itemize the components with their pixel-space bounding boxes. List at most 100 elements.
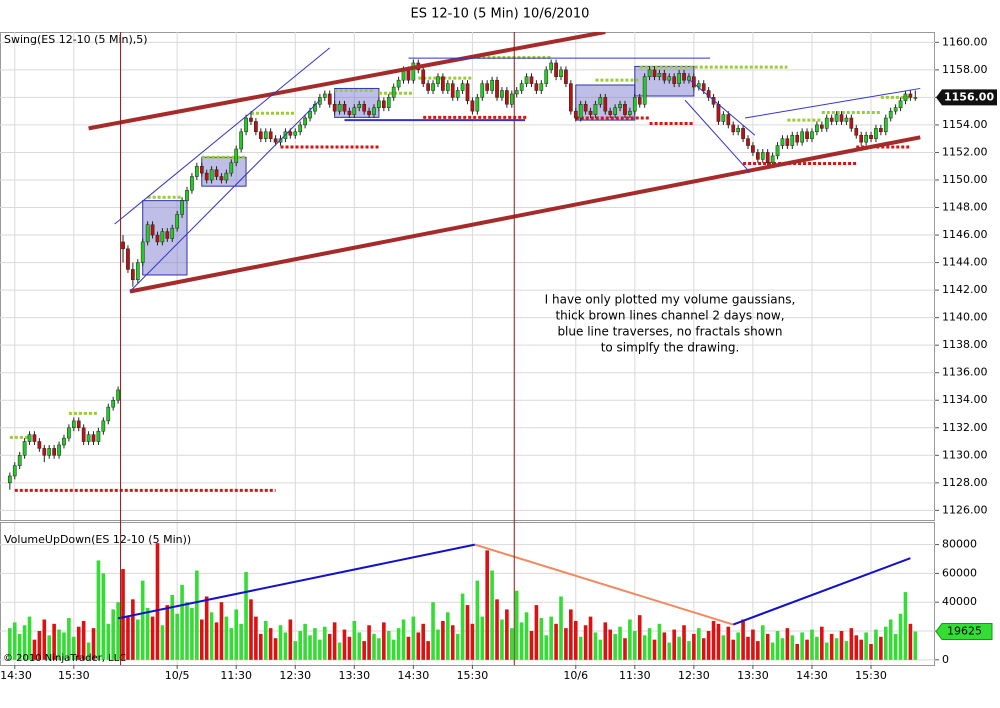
candle-body bbox=[17, 455, 22, 466]
volume-bar bbox=[436, 629, 440, 660]
candle-body bbox=[42, 448, 47, 456]
volume-bar bbox=[603, 622, 608, 660]
trend-line bbox=[129, 99, 321, 292]
volume-bar bbox=[111, 609, 115, 660]
candle-body bbox=[534, 83, 539, 91]
volume-bar bbox=[839, 631, 844, 660]
volume-bar bbox=[716, 623, 721, 660]
volume-bar bbox=[27, 616, 32, 660]
trend-line bbox=[474, 543, 734, 626]
volume-bar bbox=[662, 632, 667, 660]
volume-bar bbox=[239, 623, 243, 660]
candle-body bbox=[726, 114, 731, 126]
candle-body bbox=[682, 73, 686, 81]
candle-body bbox=[849, 117, 854, 129]
annotation: thick brown lines channel 2 days now, bbox=[555, 309, 784, 323]
volume-bar bbox=[495, 599, 499, 660]
volume-bar bbox=[352, 620, 357, 660]
volume-bar bbox=[229, 628, 234, 660]
volume-bar bbox=[72, 636, 76, 660]
candle-body bbox=[27, 434, 32, 442]
y-tick-label: 1128.00 bbox=[942, 476, 988, 489]
volume-bar bbox=[696, 628, 701, 660]
candle-body bbox=[500, 90, 504, 98]
x-tick-label: 13:30 bbox=[737, 669, 769, 682]
volume-bar bbox=[337, 642, 342, 660]
price-panel bbox=[0, 32, 935, 521]
candle-body bbox=[632, 97, 637, 112]
candle-body bbox=[514, 90, 519, 95]
volume-bar bbox=[234, 609, 239, 660]
volume-bar bbox=[893, 633, 898, 660]
candle-body bbox=[578, 104, 583, 119]
trend-line bbox=[684, 99, 751, 173]
volume-bar bbox=[770, 642, 775, 660]
candle-body bbox=[657, 73, 662, 77]
candle-body bbox=[524, 76, 529, 84]
volume-bar bbox=[47, 635, 52, 660]
candle-body bbox=[342, 104, 347, 112]
candle-body bbox=[116, 389, 120, 401]
volume-bar bbox=[834, 638, 839, 660]
volume-bar bbox=[170, 595, 175, 660]
candle-body bbox=[140, 241, 145, 263]
volume-bar bbox=[505, 609, 509, 660]
volume-bar bbox=[775, 631, 780, 660]
volume-bar bbox=[347, 636, 352, 660]
volume-bar bbox=[588, 616, 593, 660]
volume-bar bbox=[844, 641, 849, 660]
volume-bar bbox=[524, 612, 529, 660]
y-tick-label: 1136.00 bbox=[942, 366, 988, 379]
candle-body bbox=[298, 124, 303, 133]
volume-bar bbox=[288, 619, 293, 660]
x-tick-label: 12:30 bbox=[279, 669, 311, 682]
trend-line bbox=[732, 557, 911, 626]
x-tick-label: 14:30 bbox=[0, 669, 32, 682]
annotation: to simplfy the drawing. bbox=[601, 341, 740, 355]
volume-bar bbox=[342, 629, 347, 660]
candle-body bbox=[701, 83, 706, 91]
volume-bar bbox=[278, 625, 283, 660]
volume-bar bbox=[446, 612, 450, 660]
candle-body bbox=[795, 134, 800, 143]
last-value-tag bbox=[936, 89, 997, 106]
volume-bar bbox=[32, 639, 37, 660]
candle-body bbox=[780, 138, 785, 146]
candle-body bbox=[874, 128, 878, 139]
candle-body bbox=[91, 434, 96, 442]
last-value-label: 19625 bbox=[947, 625, 982, 638]
y-tick-label: 1150.00 bbox=[942, 173, 988, 186]
x-tick-label: 15:30 bbox=[457, 669, 489, 682]
y-tick-label: 1130.00 bbox=[942, 448, 988, 461]
candle-body bbox=[785, 138, 790, 146]
candle-body bbox=[367, 110, 371, 115]
volume-bar bbox=[790, 635, 795, 660]
candle-body bbox=[490, 79, 494, 91]
candle-body bbox=[12, 465, 17, 477]
volume-bar bbox=[62, 632, 66, 660]
candle-body bbox=[71, 420, 76, 429]
candle-body bbox=[859, 134, 864, 143]
candle-body bbox=[377, 100, 381, 108]
volume-bar bbox=[682, 625, 686, 660]
volume-bar bbox=[810, 629, 814, 660]
volume-bar bbox=[869, 643, 873, 660]
volume-bar bbox=[165, 605, 170, 660]
candle-body bbox=[450, 83, 455, 98]
candle-body bbox=[854, 128, 859, 136]
volume-bar bbox=[268, 628, 273, 660]
volume-bar bbox=[382, 622, 386, 660]
candle-body bbox=[303, 117, 307, 126]
candle-body bbox=[519, 83, 524, 91]
price-plot bbox=[7, 32, 921, 492]
candle-body bbox=[603, 97, 608, 112]
candle-body bbox=[677, 73, 681, 84]
candle-body bbox=[86, 434, 91, 442]
y-tick-label: 1148.00 bbox=[942, 201, 988, 214]
volume-bar bbox=[633, 631, 637, 660]
volume-bar bbox=[539, 618, 544, 660]
volume-bar bbox=[573, 620, 578, 660]
candle-body bbox=[637, 97, 642, 105]
x-tick-label: 15:30 bbox=[58, 669, 90, 682]
candle-body bbox=[652, 69, 657, 77]
